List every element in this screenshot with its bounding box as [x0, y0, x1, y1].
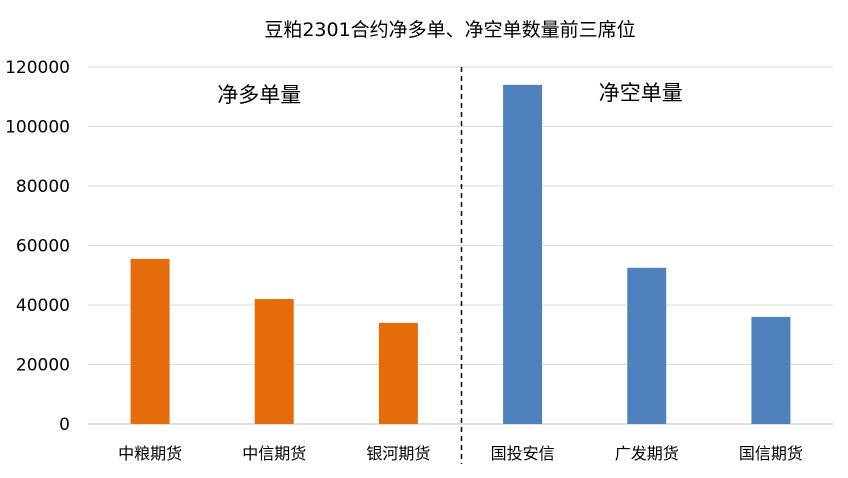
chart-title: 豆粕2301合约净多单、净空单数量前三席位	[264, 19, 635, 41]
x-tick-label: 国信期货	[739, 444, 803, 463]
bar	[503, 84, 543, 424]
bar	[378, 322, 418, 424]
grid-lines	[88, 66, 833, 425]
y-tick-label: 20000	[16, 356, 70, 376]
group-label-long: 净多单量	[217, 83, 301, 107]
y-axis-tick-labels: 0 20000 40000 60000 80000 100000 120000	[5, 58, 70, 435]
x-tick-label: 广发期货	[615, 444, 679, 463]
y-tick-label: 100000	[5, 118, 70, 138]
group-label-short: 净空单量	[599, 81, 683, 105]
bar	[130, 258, 170, 424]
x-axis-tick-labels: 中粮期货 中信期货 银河期货 国投安信 广发期货 国信期货	[118, 444, 803, 463]
y-tick-label: 120000	[5, 58, 70, 78]
x-tick-label: 中信期货	[242, 444, 306, 463]
y-tick-label: 0	[59, 415, 70, 435]
bar	[627, 267, 667, 424]
y-tick-label: 40000	[16, 296, 70, 316]
y-tick-label: 80000	[16, 177, 70, 197]
x-tick-label: 银河期货	[366, 444, 430, 463]
bar	[751, 316, 791, 424]
x-tick-label: 国投安信	[491, 444, 555, 463]
y-tick-label: 60000	[16, 237, 70, 257]
bar	[254, 299, 294, 424]
x-tick-label: 中粮期货	[118, 444, 182, 463]
bars	[130, 84, 791, 424]
